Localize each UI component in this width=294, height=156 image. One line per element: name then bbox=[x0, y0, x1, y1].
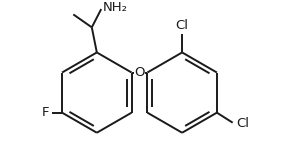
Text: O: O bbox=[134, 66, 145, 79]
Text: F: F bbox=[42, 106, 49, 119]
Text: Cl: Cl bbox=[236, 117, 249, 130]
Text: NH₂: NH₂ bbox=[103, 1, 128, 14]
Text: Cl: Cl bbox=[176, 19, 189, 32]
